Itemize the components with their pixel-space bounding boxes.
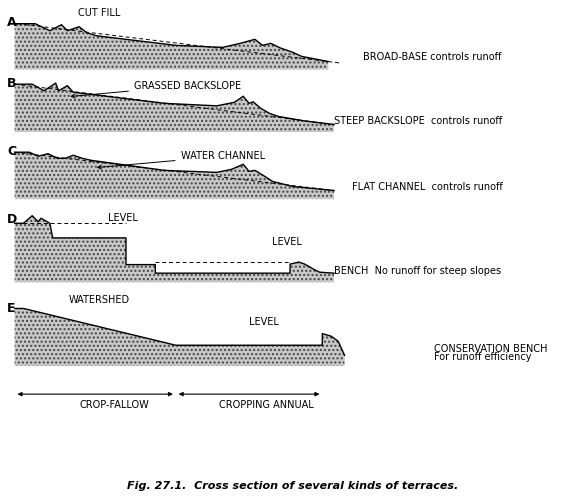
Text: CUT FILL: CUT FILL xyxy=(79,8,121,18)
Text: LEVEL: LEVEL xyxy=(249,317,278,327)
Polygon shape xyxy=(15,308,345,366)
Text: D: D xyxy=(7,213,17,226)
Polygon shape xyxy=(15,216,334,282)
Text: WATER CHANNEL: WATER CHANNEL xyxy=(98,151,265,169)
Text: LEVEL: LEVEL xyxy=(272,237,302,247)
Text: For runoff efficiency: For runoff efficiency xyxy=(434,352,531,362)
Text: BROAD-BASE controls runoff: BROAD-BASE controls runoff xyxy=(363,52,502,62)
Text: BENCH  No runoff for steep slopes: BENCH No runoff for steep slopes xyxy=(334,266,501,276)
Text: E: E xyxy=(7,302,16,315)
Text: WATERSHED: WATERSHED xyxy=(69,295,130,305)
Text: Fig. 27.1.  Cross section of several kinds of terraces.: Fig. 27.1. Cross section of several kind… xyxy=(127,481,459,491)
Polygon shape xyxy=(15,24,328,70)
Polygon shape xyxy=(15,152,334,199)
Text: GRASSED BACKSLOPE: GRASSED BACKSLOPE xyxy=(71,81,241,98)
Text: A: A xyxy=(7,16,16,29)
Text: STEEP BACKSLOPE  controls runoff: STEEP BACKSLOPE controls runoff xyxy=(334,116,502,126)
Text: LEVEL: LEVEL xyxy=(108,213,138,223)
Text: C: C xyxy=(7,145,16,158)
Text: FLAT CHANNEL  controls runoff: FLAT CHANNEL controls runoff xyxy=(352,182,502,193)
Text: B: B xyxy=(7,77,16,90)
Polygon shape xyxy=(15,83,334,132)
Text: CONSERVATION BENCH: CONSERVATION BENCH xyxy=(434,344,547,354)
Text: CROP-FALLOW: CROP-FALLOW xyxy=(79,400,149,410)
Text: CROPPING ANNUAL: CROPPING ANNUAL xyxy=(219,400,314,410)
